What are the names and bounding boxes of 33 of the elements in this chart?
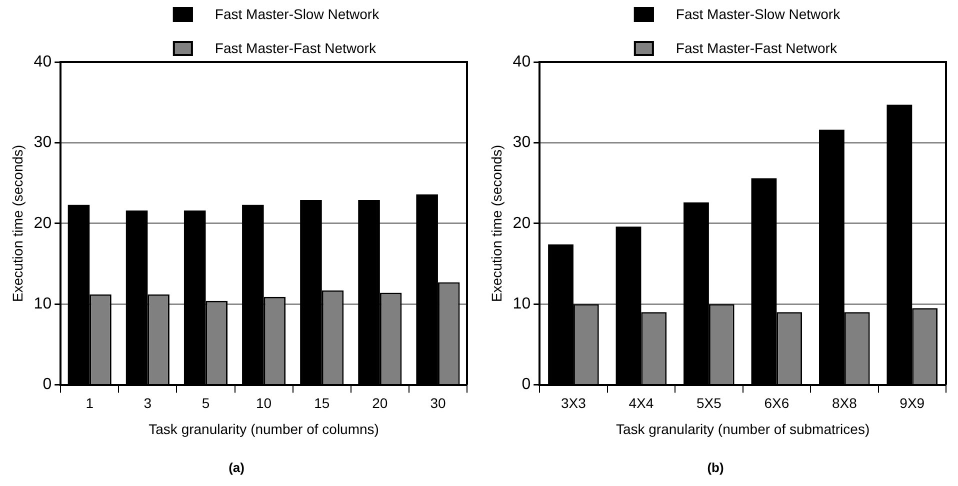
- x-tick-label: 15: [314, 395, 330, 412]
- y-tick-label: 40: [512, 53, 531, 70]
- y-tick-label: 10: [512, 296, 531, 313]
- x-tick-label: 3: [144, 395, 152, 412]
- legend-label: Fast Master-Slow Network: [676, 6, 840, 22]
- x-tick-label: 20: [372, 395, 388, 412]
- x-tick-label: 9X9: [900, 395, 925, 412]
- x-tick-label: 5: [202, 395, 210, 412]
- legend-label: Fast Master-Slow Network: [214, 6, 380, 22]
- y-tick-label: 20: [34, 214, 52, 232]
- text: (a): [228, 460, 244, 475]
- y-tick-label: 30: [512, 134, 531, 152]
- y-tick-label: 20: [512, 214, 531, 232]
- x-tick-label: 5X5: [696, 395, 722, 412]
- text: (b): [707, 460, 724, 475]
- y-tick-label: 0: [522, 376, 531, 394]
- x-axis-title: Task granularity (number of submatrices): [616, 420, 870, 437]
- y-tick-label: 10: [34, 296, 52, 313]
- x-tick-label: 1: [86, 395, 94, 412]
- x-tick-label: 30: [430, 395, 446, 412]
- x-tick-label: 4X4: [628, 395, 654, 412]
- x-axis-title: Task granularity (number of columns): [148, 420, 379, 437]
- y-axis-title: Execution time (seconds): [9, 144, 26, 302]
- legend-label: Fast Master-Fast Network: [676, 40, 837, 56]
- y-tick-label: 0: [42, 376, 52, 394]
- y-tick-label: 40: [34, 53, 52, 70]
- legend-label: Fast Master-Fast Network: [214, 40, 376, 56]
- y-axis-title: Execution time (seconds): [488, 144, 504, 302]
- y-tick-label: 30: [34, 134, 52, 152]
- x-tick-label: 6X6: [764, 395, 790, 412]
- x-tick-label: 3X3: [561, 395, 586, 412]
- x-tick-label: 8X8: [832, 395, 858, 412]
- x-tick-label: 10: [256, 395, 272, 412]
